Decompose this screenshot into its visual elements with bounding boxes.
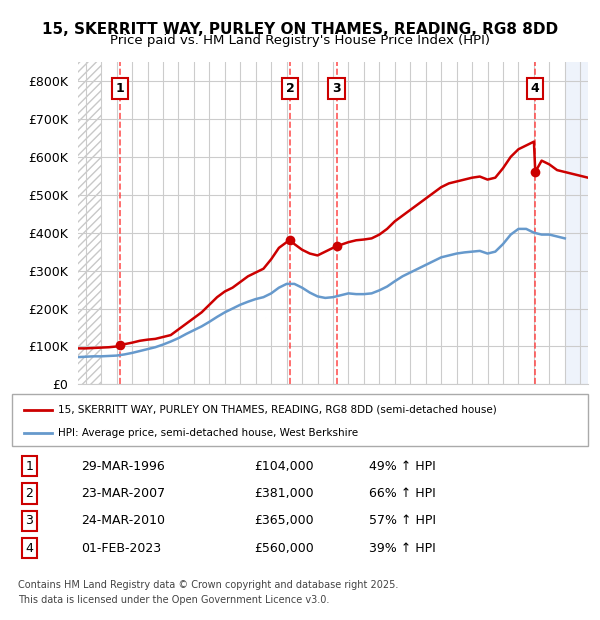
Text: HPI: Average price, semi-detached house, West Berkshire: HPI: Average price, semi-detached house,… [58, 428, 358, 438]
Text: 1: 1 [25, 460, 33, 472]
Text: 23-MAR-2007: 23-MAR-2007 [81, 487, 165, 500]
Text: 66% ↑ HPI: 66% ↑ HPI [369, 487, 436, 500]
Text: Price paid vs. HM Land Registry's House Price Index (HPI): Price paid vs. HM Land Registry's House … [110, 34, 490, 47]
Text: 3: 3 [332, 82, 341, 95]
Text: 2: 2 [286, 82, 295, 95]
Text: 4: 4 [25, 542, 33, 554]
Text: 4: 4 [531, 82, 539, 95]
Text: 01-FEB-2023: 01-FEB-2023 [81, 542, 161, 554]
Text: 15, SKERRITT WAY, PURLEY ON THAMES, READING, RG8 8DD (semi-detached house): 15, SKERRITT WAY, PURLEY ON THAMES, READ… [58, 404, 497, 415]
Text: Contains HM Land Registry data © Crown copyright and database right 2025.: Contains HM Land Registry data © Crown c… [18, 580, 398, 590]
Text: £381,000: £381,000 [254, 487, 314, 500]
FancyBboxPatch shape [12, 394, 588, 446]
Text: 29-MAR-1996: 29-MAR-1996 [81, 460, 165, 472]
Text: 2: 2 [25, 487, 33, 500]
Text: £365,000: £365,000 [254, 515, 314, 527]
Text: 39% ↑ HPI: 39% ↑ HPI [369, 542, 436, 554]
Text: 15, SKERRITT WAY, PURLEY ON THAMES, READING, RG8 8DD: 15, SKERRITT WAY, PURLEY ON THAMES, READ… [42, 22, 558, 37]
Text: 57% ↑ HPI: 57% ↑ HPI [369, 515, 436, 527]
Text: 3: 3 [25, 515, 33, 527]
Text: 49% ↑ HPI: 49% ↑ HPI [369, 460, 436, 472]
Text: £560,000: £560,000 [254, 542, 314, 554]
Text: 24-MAR-2010: 24-MAR-2010 [81, 515, 165, 527]
Text: This data is licensed under the Open Government Licence v3.0.: This data is licensed under the Open Gov… [18, 595, 329, 605]
Text: £104,000: £104,000 [254, 460, 314, 472]
Text: 1: 1 [116, 82, 125, 95]
